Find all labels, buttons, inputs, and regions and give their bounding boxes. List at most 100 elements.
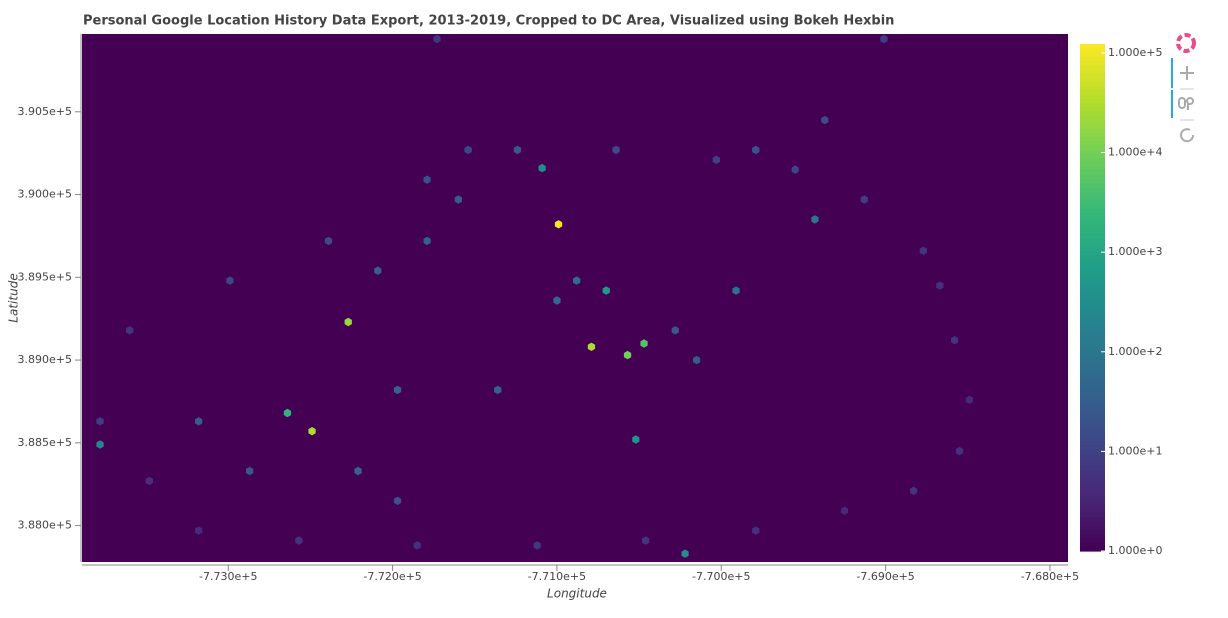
hex-bin: [374, 266, 382, 275]
y-tick-label: 3.880e+5: [18, 519, 72, 532]
colorbar-segment: [1080, 466, 1105, 472]
hex-bin: [533, 541, 541, 550]
colorbar-segment: [1080, 204, 1105, 210]
hex-bin: [602, 286, 610, 295]
hex-bin: [393, 385, 402, 395]
colorbar-segment: [1080, 48, 1105, 54]
colorbar-segment: [1080, 98, 1105, 104]
colorbar-segment: [1080, 111, 1105, 117]
colorbar-segment: [1080, 174, 1105, 180]
reset-tool[interactable]: [1180, 128, 1195, 143]
colorbar-tick-label: 1.000e+0: [1108, 544, 1162, 557]
colorbar-segment: [1080, 246, 1105, 252]
colorbar-segment: [1080, 162, 1105, 168]
colorbar-segment: [1080, 145, 1105, 151]
hex-bin: [195, 417, 203, 426]
colorbar-segment: [1080, 474, 1105, 480]
x-tick-label: -7.700e+5: [692, 570, 750, 583]
colorbar-segment: [1080, 377, 1105, 383]
plot-background: [82, 34, 1068, 562]
wheel-zoom-tool[interactable]: [1178, 97, 1194, 110]
colorbar-segment: [1080, 179, 1105, 185]
colorbar-segment: [1080, 517, 1105, 523]
colorbar-segment: [1080, 415, 1105, 421]
colorbar-segment: [1080, 170, 1105, 176]
colorbar-segment: [1080, 318, 1105, 324]
colorbar-segment: [1080, 322, 1105, 328]
colorbar-segment: [1080, 280, 1105, 286]
hex-bin: [811, 215, 819, 224]
colorbar-segment: [1080, 546, 1105, 552]
colorbar-segment: [1080, 521, 1105, 527]
hex-bin: [732, 286, 740, 295]
hex-bin: [283, 408, 292, 418]
colorbar-segment: [1080, 542, 1105, 548]
hex-bin: [195, 526, 203, 535]
hex-bin: [840, 506, 849, 515]
colorbar-segment: [1080, 229, 1105, 235]
colorbar-segment: [1080, 297, 1105, 303]
colorbar-segment: [1080, 238, 1105, 244]
colorbar-segment: [1080, 284, 1105, 290]
colorbar-segment: [1080, 259, 1105, 265]
colorbar-segment: [1080, 90, 1105, 96]
colorbar-segment: [1080, 191, 1105, 197]
colorbar-segment: [1080, 458, 1105, 463]
colorbar-segment: [1080, 504, 1105, 510]
colorbar-segment: [1080, 73, 1105, 79]
hex-bin: [433, 34, 441, 44]
hex-bin: [965, 395, 973, 404]
colorbar-segment: [1080, 436, 1105, 442]
colorbar-segment: [1080, 141, 1105, 146]
colorbar-segment: [1080, 386, 1105, 392]
hex-bin: [96, 440, 104, 449]
colorbar-segment: [1080, 65, 1105, 70]
colorbar-segment: [1080, 479, 1105, 484]
hex-bin: [413, 541, 421, 550]
colorbar-segment: [1080, 196, 1105, 201]
colorbar-segment: [1080, 149, 1105, 155]
colorbar-segment: [1080, 293, 1105, 299]
colorbar-segment: [1080, 369, 1105, 375]
colorbar-segment: [1080, 496, 1105, 501]
colorbar-segment: [1080, 103, 1105, 108]
colorbar-segment: [1080, 263, 1105, 269]
y-tick-label: 3.890e+5: [18, 353, 72, 366]
y-axis-label: Latitude: [7, 273, 21, 322]
colorbar-segment: [1080, 398, 1105, 404]
toolbar: [1171, 33, 1196, 143]
hex-bin: [642, 536, 650, 545]
hex-bin: [632, 435, 640, 444]
colorbar-segment: [1080, 94, 1105, 100]
hex-bin: [951, 336, 959, 345]
hex-bin: [554, 220, 563, 229]
colorbar-segment: [1080, 529, 1105, 535]
colorbar-tick-label: 1.000e+1: [1108, 444, 1162, 457]
hex-bin: [494, 385, 502, 395]
colorbar-segment: [1080, 343, 1105, 349]
colorbar-segment: [1080, 445, 1105, 451]
colorbar-segment: [1080, 242, 1105, 248]
hex-bin: [955, 446, 964, 456]
colorbar-segment: [1080, 382, 1105, 387]
hex-bin: [791, 165, 799, 174]
colorbar-segment: [1080, 403, 1105, 408]
pan-tool[interactable]: [1180, 66, 1194, 80]
colorbar-segment: [1080, 411, 1105, 417]
colorbar-segment: [1080, 373, 1105, 379]
bokeh-logo[interactable]: [1176, 33, 1196, 53]
hex-bin: [308, 427, 316, 436]
hex-bin: [295, 536, 303, 545]
colorbar-segment: [1080, 52, 1105, 58]
colorbar-segment: [1080, 508, 1105, 514]
colorbar-segment: [1080, 487, 1105, 493]
hex-bin: [919, 246, 927, 255]
colorbar-segment: [1080, 86, 1105, 92]
colorbar-segment: [1080, 305, 1105, 311]
colorbar-segment: [1080, 251, 1105, 256]
colorbar-segment: [1080, 276, 1105, 282]
hex-bin: [880, 34, 888, 44]
colorbar-segment: [1080, 390, 1105, 396]
colorbar-segment: [1080, 183, 1105, 189]
